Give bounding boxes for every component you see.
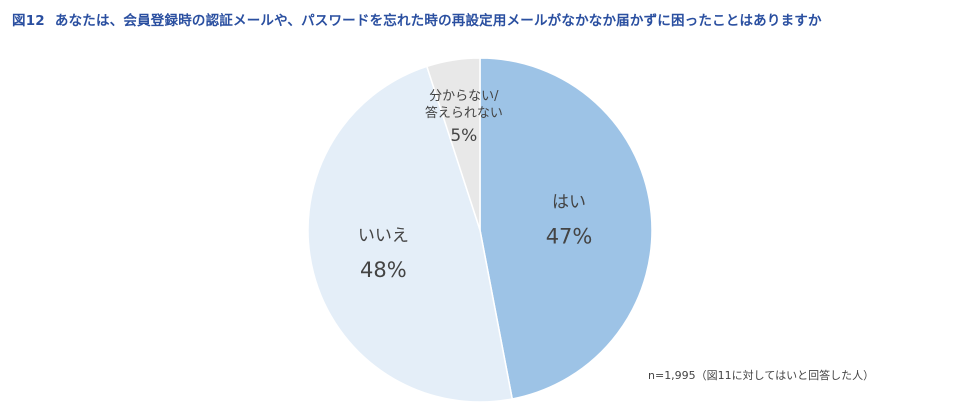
- slice-yes: [479, 57, 653, 400]
- slice-yes-value-label: 47%: [546, 225, 593, 249]
- slice-unknown-name-label: 答えられない: [425, 105, 503, 121]
- slice-unknown-value-label: 5%: [450, 126, 477, 146]
- slice-unknown-name-label: 分からない/: [429, 89, 499, 104]
- slice-no-value-label: 48%: [360, 258, 407, 282]
- sample-size-note: n=1,995（図11に対してはいと回答した人）: [648, 369, 875, 382]
- figure-number: 図12: [12, 13, 45, 29]
- slice-no: [307, 65, 514, 403]
- pie-labels: はい 47% いいえ 48% 分からない/答えられない 5%: [358, 89, 593, 282]
- chart-title: 図12 あなたは、会員登録時の認証メールや、パスワードを忘れた時の再設定用メールが…: [12, 9, 822, 29]
- title-text: あなたは、会員登録時の認証メールや、パスワードを忘れた時の再設定用メールがなかな…: [54, 13, 822, 29]
- slice-no-name-label: いいえ: [358, 226, 409, 246]
- slice-unknown: [425, 57, 481, 231]
- pie-slices: [307, 57, 653, 403]
- slice-yes-name-label: はい: [552, 193, 586, 213]
